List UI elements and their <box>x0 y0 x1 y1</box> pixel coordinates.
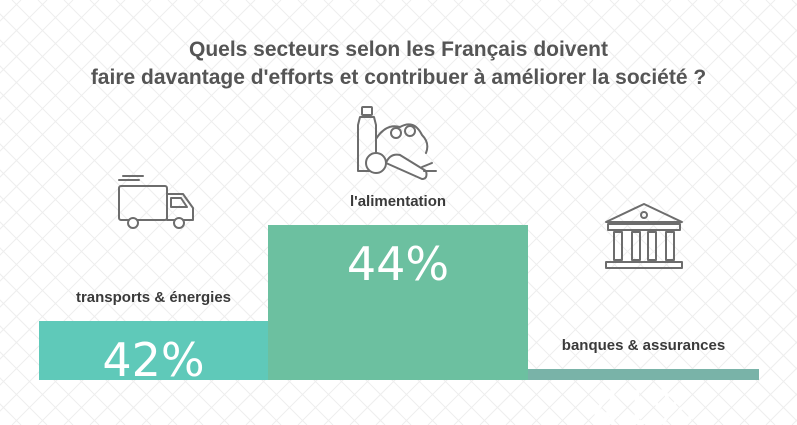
chart-title-line-2: faire davantage d'efforts et contribuer … <box>90 66 707 89</box>
bar-value-alimentation: 44% <box>347 237 449 291</box>
bar-value-banques: 41% <box>592 381 694 425</box>
groceries-icon <box>357 106 437 180</box>
bar-label-alimentation: l'alimentation <box>350 193 446 210</box>
truck-icon <box>118 175 194 229</box>
bar-value-transports: 42% <box>102 333 204 387</box>
bar-alimentation <box>268 225 528 380</box>
chart-title-line-1: Quels secteurs selon les Français doiven… <box>188 38 608 61</box>
chart-title: Quels secteurs selon les Français doiven… <box>0 36 797 92</box>
bar-transports <box>39 321 268 380</box>
bar-banques <box>528 369 759 380</box>
bar-label-transports: transports & énergies <box>76 289 231 306</box>
bar-label-banques: banques & assurances <box>562 337 725 354</box>
bank-icon <box>605 203 683 269</box>
